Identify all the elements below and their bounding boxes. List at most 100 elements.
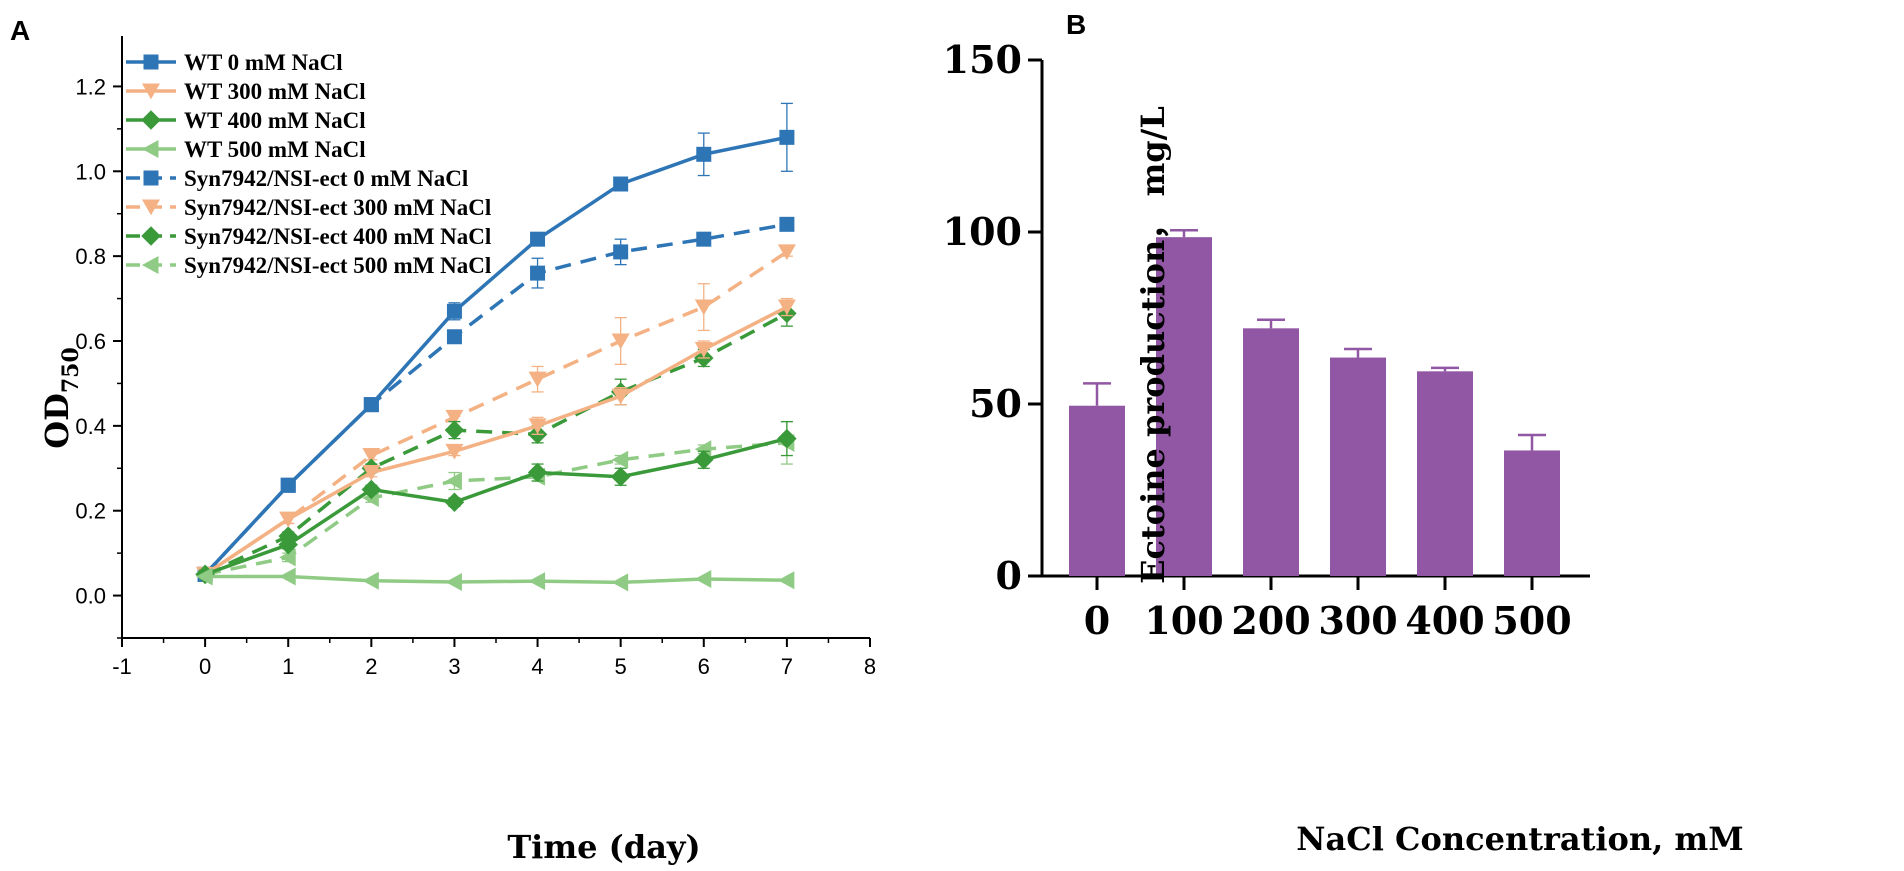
y-tick-label: 150 — [943, 37, 1022, 82]
panel-a-x-axis-title: Time (day) — [507, 828, 700, 866]
x-tick-label: 8 — [864, 654, 876, 679]
y-tick-label: 1.0 — [75, 159, 106, 184]
panel-a-y-axis-title-subscript: 750 — [58, 347, 84, 393]
data-point — [444, 420, 465, 440]
x-tick-label: 4 — [531, 654, 543, 679]
data-point — [363, 397, 379, 413]
bar — [1156, 237, 1212, 576]
data-point — [446, 329, 462, 345]
bar — [1504, 450, 1560, 576]
panel-a-label: A — [10, 15, 30, 46]
x-tick-label: 7 — [781, 654, 793, 679]
series-wt-400-mm-nacl — [195, 420, 797, 585]
x-tick-label: 0 — [1084, 598, 1110, 643]
data-point — [611, 388, 630, 405]
legend-marker — [141, 110, 161, 130]
data-point — [278, 534, 298, 555]
data-point — [362, 448, 381, 464]
legend-item-wt-400-mm-nacl: WT 400 mM NaCl — [126, 108, 366, 133]
data-point — [530, 265, 546, 281]
data-point — [613, 176, 629, 192]
panel-b-label: B — [1066, 9, 1086, 40]
bar-group-0 — [1069, 382, 1125, 576]
data-point — [279, 511, 298, 528]
panel-b-axes — [1040, 60, 1590, 578]
y-tick-label: 0.2 — [75, 499, 106, 524]
data-point — [777, 299, 796, 316]
data-point — [611, 450, 629, 469]
data-point — [445, 443, 464, 460]
series-syn7942-nsi-ect-500-mm-nacl — [196, 420, 795, 584]
panel-a-series — [195, 102, 797, 592]
data-point — [530, 231, 546, 247]
legend-marker — [143, 170, 159, 186]
legend-label: Syn7942/NSI-ect 0 mM NaCl — [184, 166, 468, 191]
bar-group-500 — [1504, 433, 1560, 576]
legend-marker — [143, 54, 159, 70]
data-point — [528, 572, 546, 591]
data-point — [694, 450, 714, 470]
legend-item-syn7942-nsi-ect-500-mm-nacl: Syn7942/NSI-ect 500 mM NaCl — [126, 253, 491, 278]
panel-b-bars — [1069, 229, 1560, 576]
legend-item-wt-300-mm-nacl: WT 300 mM NaCl — [126, 79, 366, 104]
x-tick-label: 6 — [698, 654, 710, 679]
x-tick-label: 5 — [615, 654, 627, 679]
data-point — [445, 572, 462, 591]
data-point — [611, 573, 629, 592]
data-point — [694, 570, 712, 589]
series-line — [203, 135, 788, 576]
x-tick-label: 200 — [1231, 598, 1310, 643]
data-point — [280, 477, 296, 493]
bar-group-300 — [1330, 347, 1386, 576]
panel-b-x-ticks: 0 100 200 300 400 500 — [1084, 576, 1572, 643]
x-tick-label: 300 — [1318, 598, 1397, 643]
y-tick-label: 0.4 — [75, 414, 106, 439]
series-wt-0-mm-nacl — [197, 102, 795, 582]
x-tick-label: 2 — [365, 654, 377, 679]
data-point — [446, 303, 462, 319]
y-tick-label: 100 — [943, 209, 1022, 254]
panel-b-y-axis-title: Ectoine production， mg/L — [1134, 106, 1172, 584]
panel-a-y-axis-title: OD750 — [38, 347, 84, 449]
y-tick-label: 0.6 — [75, 329, 106, 354]
data-point — [694, 299, 713, 316]
data-point — [610, 467, 631, 487]
legend-label: Syn7942/NSI-ect 400 mM NaCl — [184, 224, 491, 249]
y-tick-label: 0.8 — [75, 244, 106, 269]
legend-marker — [142, 83, 160, 100]
data-point — [362, 571, 379, 590]
data-point — [445, 472, 462, 491]
data-point — [196, 567, 213, 586]
legend-label: WT 0 mM NaCl — [184, 50, 343, 75]
series-line — [204, 436, 788, 577]
y-tick-label: 0 — [996, 553, 1022, 598]
data-point — [528, 371, 547, 388]
legend-marker — [142, 140, 159, 158]
panel-b-x-axis-title: NaCl Concentration, mM — [1296, 820, 1743, 858]
data-point — [444, 492, 465, 512]
legend-item-syn7942-nsi-ect-400-mm-nacl: Syn7942/NSI-ect 400 mM NaCl — [126, 224, 491, 249]
y-tick-label: 1.2 — [75, 74, 106, 99]
data-point — [696, 231, 712, 247]
data-point — [696, 146, 712, 162]
data-point — [611, 333, 630, 350]
x-tick-label: 100 — [1144, 598, 1223, 643]
y-tick-label: 50 — [969, 381, 1022, 426]
panel-a-y-axis-title-main: OD — [38, 393, 76, 449]
data-point — [445, 409, 464, 426]
series-line — [204, 311, 788, 576]
series-line — [205, 574, 787, 585]
bar — [1243, 328, 1299, 576]
data-point — [528, 418, 547, 435]
panel-a-y-ticks: 0.0 0.2 0.4 0.6 0.8 1.0 1.2 — [75, 74, 122, 639]
x-tick-label: -1 — [112, 654, 132, 679]
data-point — [279, 567, 296, 586]
x-tick-label: 400 — [1405, 598, 1484, 643]
y-tick-label: 0.0 — [75, 584, 106, 609]
legend-item-wt-0-mm-nacl: WT 0 mM NaCl — [126, 50, 343, 75]
bar — [1417, 371, 1473, 576]
x-tick-label: 1 — [282, 654, 294, 679]
bar-group-400 — [1417, 366, 1473, 576]
legend-label: WT 300 mM NaCl — [184, 79, 366, 104]
